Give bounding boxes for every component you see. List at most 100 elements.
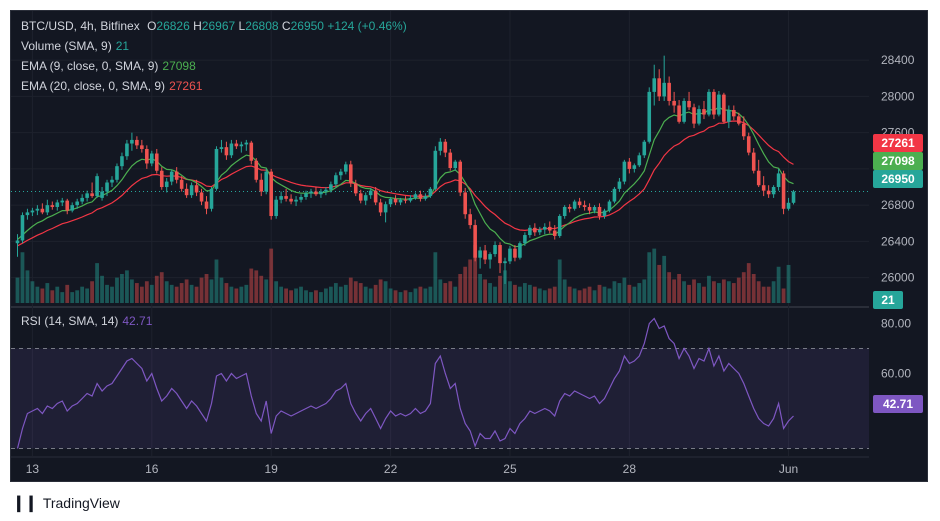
volume-tag: 21 [873, 291, 903, 309]
volume-bar [338, 286, 343, 303]
candle-body [378, 202, 383, 213]
candle [707, 89, 711, 117]
volume-legend[interactable]: Volume (SMA, 9) 21 [21, 39, 129, 53]
candle-body [299, 196, 303, 200]
candle-body [35, 208, 40, 211]
volume-bar [368, 288, 373, 303]
candle-body [687, 100, 691, 108]
candle-body [647, 91, 652, 142]
candle-body [413, 194, 418, 198]
candle [786, 197, 791, 211]
candle [204, 196, 209, 215]
volume-bar [612, 281, 617, 303]
candle-body [358, 193, 363, 201]
candle-body [642, 141, 647, 156]
time-tick-label: 16 [145, 462, 159, 476]
candle-body [40, 208, 45, 213]
candle [334, 172, 338, 188]
candle [239, 141, 244, 153]
candle-body [319, 191, 323, 195]
volume-bar [169, 284, 174, 303]
candle-body [55, 202, 60, 207]
candle [408, 195, 413, 203]
candle [130, 132, 134, 151]
candle [184, 183, 189, 198]
candle-body [334, 175, 338, 185]
volume-bar [289, 290, 293, 303]
candle [741, 116, 746, 140]
chart-canvas[interactable]: 2600026400268002720027600280002840013161… [11, 11, 928, 482]
candle-body [652, 78, 657, 92]
candle-body [184, 188, 189, 196]
volume-bar [149, 284, 154, 303]
candle [657, 69, 661, 101]
candle [45, 199, 50, 216]
candle-body [179, 179, 184, 189]
candle-body [224, 147, 229, 156]
candle [30, 207, 35, 217]
volume-bar [90, 281, 94, 303]
candle [423, 193, 428, 201]
volume-bar [697, 283, 701, 303]
candle [358, 189, 363, 204]
volume-bar [110, 286, 114, 303]
volume-bar [130, 279, 134, 303]
volume-bar [348, 277, 353, 303]
rsi-legend[interactable]: RSI (14, SMA, 14) 42.71 [21, 314, 152, 328]
candle [244, 139, 249, 151]
volume-bar [741, 272, 746, 303]
candle-body [204, 201, 209, 209]
volume-bar [35, 286, 40, 303]
candle-body [169, 171, 174, 182]
ema9-legend[interactable]: EMA (9, close, 0, SMA, 9) 27098 [21, 59, 196, 73]
candle-body [339, 171, 343, 176]
ema20-legend[interactable]: EMA (20, close, 0, SMA, 9) 27261 [21, 79, 202, 93]
tradingview-branding[interactable]: ❙❙ TradingView [12, 493, 120, 513]
candle-body [503, 261, 507, 264]
candle [309, 188, 313, 198]
candle [75, 198, 79, 209]
candle [732, 105, 736, 120]
candle-body [453, 161, 458, 168]
candle [622, 159, 627, 185]
price-tick-label: 26000 [881, 271, 915, 285]
candle-body [264, 171, 269, 192]
candle [667, 76, 671, 106]
candle-body [562, 206, 567, 217]
candle-body [513, 248, 517, 258]
volume-bar [393, 290, 398, 303]
candle [80, 194, 84, 205]
rsi-band [11, 348, 869, 449]
candle-body [60, 200, 65, 203]
volume-bar [378, 279, 383, 303]
volume-bar [209, 279, 214, 303]
candle [164, 177, 169, 193]
volume-bar [254, 270, 259, 303]
volume-bar [199, 277, 204, 303]
candle-body [219, 147, 224, 149]
candle [791, 190, 796, 205]
time-tick-label: 13 [26, 462, 40, 476]
candle [722, 92, 726, 124]
candle-body [284, 196, 288, 199]
volume-bar [513, 284, 517, 303]
candle-body [279, 196, 283, 200]
chart-frame[interactable]: 2600026400268002720027600280002840013161… [10, 10, 928, 482]
candle [538, 226, 542, 236]
candle [587, 203, 592, 215]
candle [572, 199, 577, 211]
candle [393, 195, 398, 206]
volume-bar [438, 279, 443, 303]
volume-bar [304, 290, 308, 303]
candle [353, 179, 358, 197]
candle-body [468, 214, 472, 226]
volume-bar [458, 274, 463, 303]
candle-body [707, 91, 711, 115]
volume-bar [562, 279, 567, 303]
candle-body [756, 170, 761, 186]
candle-body [304, 193, 308, 197]
candle [70, 202, 74, 213]
volume-bar [343, 284, 348, 303]
volume-bar [776, 266, 781, 303]
candle-body [741, 123, 746, 137]
